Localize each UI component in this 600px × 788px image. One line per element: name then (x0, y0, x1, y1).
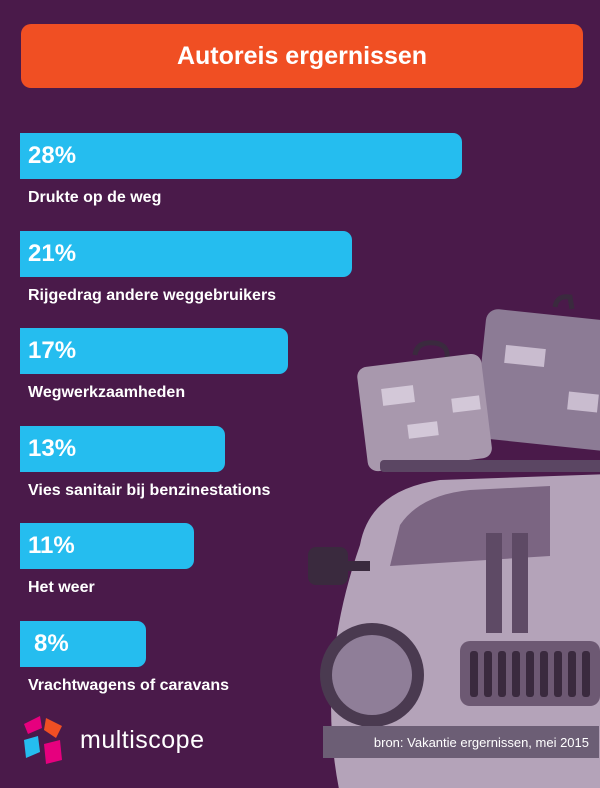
bar (20, 230, 352, 277)
source-note: bron: Vakantie ergernissen, mei 2015 (373, 734, 589, 750)
bar-value-label: 21% (28, 239, 77, 267)
chart-title: Autoreis ergernissen (176, 41, 428, 70)
bar-value-label: 11% (28, 532, 75, 560)
category-label: Wegwerkzaamheden (28, 384, 186, 402)
category-label: Drukte op de weg (28, 189, 162, 206)
source-note-box: bron: Vakantie ergernissen, mei 2015 (323, 726, 599, 758)
bar-value-label: 17% (28, 337, 77, 365)
category-label: Het weer (28, 579, 95, 597)
bar-value-label: 8% (34, 630, 69, 657)
title-bar: Autoreis ergernissen (21, 24, 583, 88)
suitcase-large-icon (474, 294, 600, 451)
bar (20, 621, 147, 667)
category-label: Vies sanitair bij benzinestations (28, 481, 271, 499)
brand-logo: multiscope (20, 712, 220, 768)
multiscope-logo-icon (24, 716, 62, 764)
bar-value-label: 28% (28, 142, 77, 169)
bar-value-label: 13% (28, 434, 77, 462)
car-with-luggage-illustration (308, 294, 600, 788)
bar (20, 425, 226, 472)
bar (20, 133, 462, 179)
brand-name: multiscope (80, 725, 205, 754)
category-label: Vrachtwagens of caravans (28, 677, 229, 694)
suitcase-small-icon (357, 340, 492, 472)
category-label: Rijgedrag andere weggebruikers (28, 286, 277, 304)
bar (20, 523, 194, 570)
bar (20, 328, 289, 375)
